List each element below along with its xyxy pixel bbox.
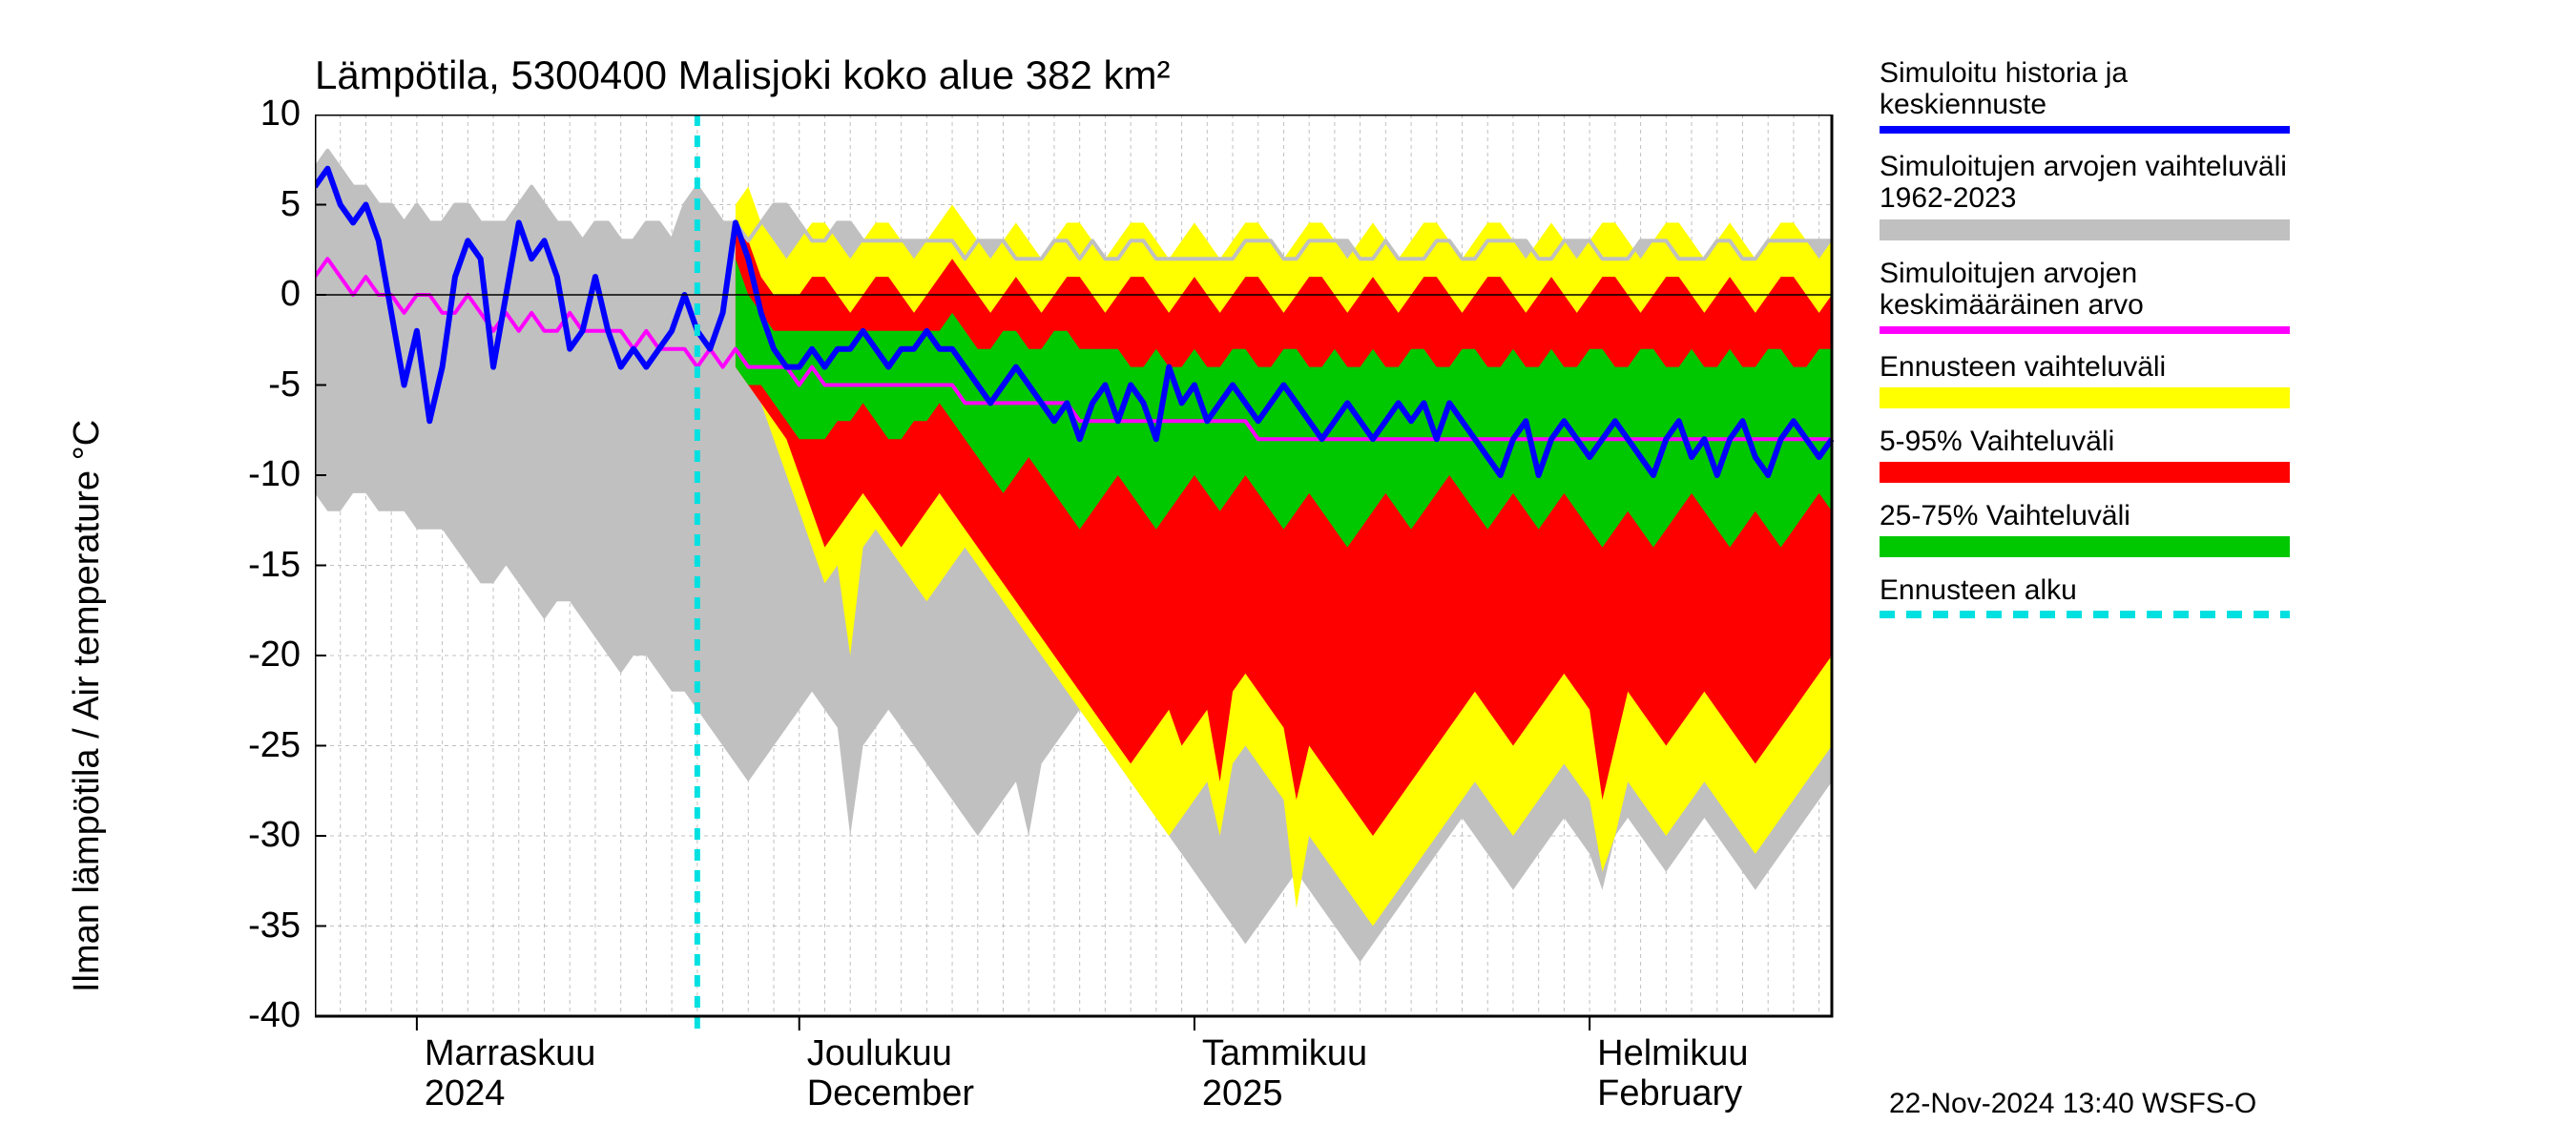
- legend-swatch: [1880, 219, 2290, 240]
- x-tick-top: Tammikuu: [1202, 1033, 1367, 1074]
- legend-swatch: [1880, 536, 2290, 557]
- y-axis-label: Ilman lämpötila / Air temperature °C: [67, 420, 108, 992]
- y-tick: -20: [210, 635, 301, 676]
- legend-label: Simuloitujen arvojen vaihteluväli 1962-2…: [1880, 151, 2290, 214]
- y-tick: -10: [210, 454, 301, 495]
- legend-label: Ennusteen vaihteluväli: [1880, 351, 2290, 383]
- y-tick: -5: [210, 364, 301, 406]
- legend-label: 5-95% Vaihteluväli: [1880, 426, 2290, 457]
- y-tick: -30: [210, 815, 301, 856]
- legend-label: Simuloitujen arvojen keskimääräinen arvo: [1880, 258, 2290, 321]
- x-tick-bottom: December: [807, 1073, 974, 1114]
- chart-title: Lämpötila, 5300400 Malisjoki koko alue 3…: [315, 52, 1171, 98]
- x-tick-top: Marraskuu: [425, 1033, 596, 1074]
- y-tick: -35: [210, 906, 301, 947]
- legend-label: 25-75% Vaihteluväli: [1880, 500, 2290, 531]
- legend-swatch: [1880, 611, 2290, 618]
- y-tick: -25: [210, 725, 301, 766]
- y-tick: 5: [210, 184, 301, 225]
- y-tick: 0: [210, 274, 301, 315]
- chart-container: Lämpötila, 5300400 Malisjoki koko alue 3…: [0, 0, 2576, 1145]
- x-tick-bottom: February: [1597, 1073, 1742, 1114]
- legend-swatch: [1880, 462, 2290, 483]
- plot-area: [315, 114, 1834, 1035]
- legend-label: Simuloitu historia ja keskiennuste: [1880, 57, 2290, 120]
- x-tick-bottom: 2025: [1202, 1073, 1283, 1114]
- y-tick: 10: [210, 94, 301, 135]
- y-tick: -40: [210, 995, 301, 1036]
- legend-swatch: [1880, 326, 2290, 334]
- legend-label: Ennusteen alku: [1880, 574, 2290, 606]
- x-tick-top: Helmikuu: [1597, 1033, 1748, 1074]
- legend-swatch: [1880, 126, 2290, 134]
- x-tick-bottom: 2024: [425, 1073, 506, 1114]
- legend-swatch: [1880, 387, 2290, 408]
- chart-footer: 22-Nov-2024 13:40 WSFS-O: [1889, 1088, 2256, 1120]
- x-tick-top: Joulukuu: [807, 1033, 952, 1074]
- y-tick: -15: [210, 545, 301, 586]
